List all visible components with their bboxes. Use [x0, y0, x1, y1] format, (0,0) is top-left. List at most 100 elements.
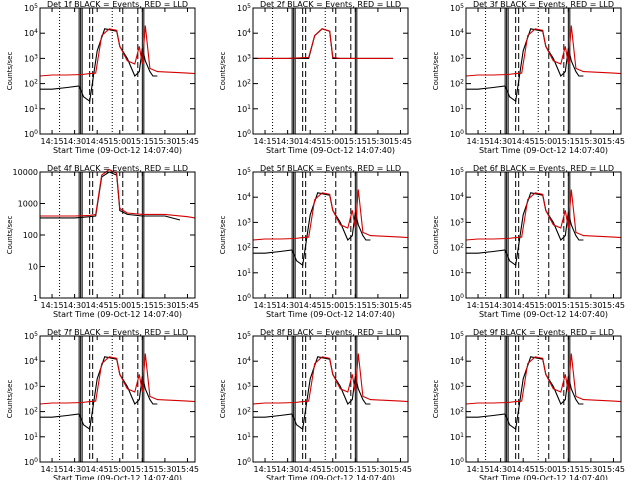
x-axis-label: Start Time (09-Oct-12 14:07:40) [53, 146, 182, 155]
x-tick-label: 15:15 [344, 301, 367, 310]
x-tick-label: 15:00 [321, 465, 344, 474]
y-tick-label: 105 [24, 331, 38, 341]
panel-title: Det 1f BLACK = Events, RED = LLD [47, 0, 188, 9]
x-tick-label: 15:30 [153, 465, 176, 474]
y-axis-label: Counts/sec [6, 380, 14, 419]
x-tick-label: 15:15 [557, 465, 580, 474]
x-axis-label: Start Time (09-Oct-12 14:07:40) [266, 310, 395, 319]
y-tick-label: 101 [450, 268, 464, 278]
panel-title: Det 9f BLACK = Events, RED = LLD [473, 328, 614, 337]
y-tick-label: 101 [237, 432, 251, 442]
y-tick-label: 103 [450, 381, 464, 391]
y-axis-label: Counts/sec [432, 380, 440, 419]
x-tick-label: 14:15 [254, 465, 277, 474]
x-axis-label: Start Time (09-Oct-12 14:07:40) [479, 474, 608, 480]
y-tick-label: 102 [450, 79, 464, 89]
panel-det-9: Det 9f BLACK = Events, RED = LLD Counts/s… [432, 328, 625, 483]
y-tick-label: 101 [450, 432, 464, 442]
x-tick-label: 15:00 [534, 137, 557, 146]
y-tick-label: 105 [450, 167, 464, 177]
y-tick-label: 100 [237, 293, 251, 303]
x-tick-label: 14:45 [299, 301, 322, 310]
x-tick-label: 14:15 [41, 465, 64, 474]
panel-title: Det 3f BLACK = Events, RED = LLD [473, 0, 614, 9]
y-tick-label: 105 [237, 331, 251, 341]
x-tick-label: 15:15 [131, 301, 154, 310]
x-tick-label: 14:45 [86, 137, 109, 146]
y-tick-label: 1 [33, 294, 38, 303]
x-tick-label: 15:15 [557, 137, 580, 146]
x-tick-label: 14:45 [299, 137, 322, 146]
y-axis-label: Counts/sec [6, 52, 14, 91]
series-lld-line [465, 189, 622, 241]
y-tick-label: 104 [237, 356, 251, 366]
x-tick-label: 15:30 [153, 301, 176, 310]
y-tick-label: 104 [237, 192, 251, 202]
y-tick-label: 103 [24, 381, 38, 391]
panel-det-4: Det 4f BLACK = Events, RED = LLD Counts/s… [6, 164, 199, 319]
plot-frame [465, 171, 622, 299]
y-tick-label: 100 [237, 129, 251, 139]
series-lld-line [252, 353, 409, 405]
y-tick-label: 102 [24, 79, 38, 89]
series-events-line [40, 356, 158, 431]
x-axis-label: Start Time (09-Oct-12 14:07:40) [53, 474, 182, 480]
panel-title: Det 4f BLACK = Events, RED = LLD [47, 164, 188, 173]
series-events-line [466, 28, 584, 103]
y-tick-label: 100 [24, 457, 38, 467]
series-events-line [253, 28, 393, 59]
y-axis-label: Counts/sec [6, 216, 14, 255]
x-tick-label: 15:45 [176, 465, 199, 474]
y-tick-label: 103 [450, 217, 464, 227]
x-tick-label: 14:45 [512, 465, 535, 474]
panel-det-5: Det 5f BLACK = Events, RED = LLD Counts/s… [219, 164, 412, 319]
y-tick-label: 102 [450, 243, 464, 253]
plot-frame [39, 171, 196, 299]
y-tick-label: 102 [450, 407, 464, 417]
plot-frame [465, 7, 622, 135]
series-lld-line [39, 353, 196, 405]
y-tick-label: 105 [24, 3, 38, 13]
y-tick-label: 100 [23, 231, 38, 240]
x-tick-label: 15:30 [579, 301, 602, 310]
y-tick-label: 10 [28, 263, 38, 272]
y-axis-label: Counts/sec [432, 52, 440, 91]
y-tick-label: 100 [450, 293, 464, 303]
x-tick-label: 14:15 [467, 137, 490, 146]
y-tick-label: 103 [24, 53, 38, 63]
x-tick-label: 14:30 [489, 301, 512, 310]
panel-title: Det 7f BLACK = Events, RED = LLD [47, 328, 188, 337]
x-tick-label: 14:15 [467, 301, 490, 310]
x-tick-label: 14:15 [467, 465, 490, 474]
x-tick-label: 15:45 [602, 301, 625, 310]
x-tick-label: 15:45 [602, 137, 625, 146]
series-events-line [466, 356, 584, 431]
y-tick-label: 105 [450, 331, 464, 341]
x-tick-label: 14:15 [41, 301, 64, 310]
y-tick-label: 104 [450, 356, 464, 366]
x-tick-label: 14:30 [276, 465, 299, 474]
x-tick-label: 15:00 [534, 301, 557, 310]
x-tick-label: 14:30 [489, 137, 512, 146]
x-axis-label: Start Time (09-Oct-12 14:07:40) [479, 310, 608, 319]
y-tick-label: 101 [24, 432, 38, 442]
series-lld-line [39, 25, 196, 77]
x-tick-label: 15:45 [602, 465, 625, 474]
x-tick-label: 14:15 [254, 301, 277, 310]
y-tick-label: 104 [24, 356, 38, 366]
y-axis-label: Counts/sec [219, 380, 227, 419]
series-lld-line [253, 28, 393, 59]
x-axis-label: Start Time (09-Oct-12 14:07:40) [53, 310, 182, 319]
plot-frame [465, 335, 622, 463]
series-lld-line [465, 353, 622, 405]
x-tick-label: 14:30 [63, 301, 86, 310]
plot-frame [39, 7, 196, 135]
panel-title: Det 6f BLACK = Events, RED = LLD [473, 164, 614, 173]
y-tick-label: 103 [237, 217, 251, 227]
x-tick-label: 15:30 [366, 301, 389, 310]
plot-frame [39, 335, 196, 463]
y-tick-label: 105 [237, 167, 251, 177]
x-tick-label: 14:30 [276, 137, 299, 146]
